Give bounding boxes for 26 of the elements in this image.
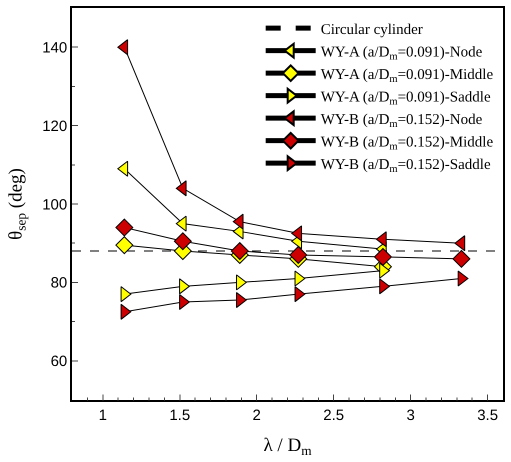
y-tick-label: 80 [50,274,68,292]
x-tick-label: 1 [98,406,107,424]
y-tick-label: 100 [42,196,68,214]
point [289,246,308,264]
point [230,242,249,260]
point [452,250,470,268]
point [374,248,392,266]
legend-label: WY-A (a/D$_{m}$=0.091)-Node [320,44,483,63]
legend-label: WY-A (a/D$_{m}$=0.091)-Saddle [320,90,491,108]
legend-label: Circular cylinder [320,22,423,38]
legend-label: WY-A (a/D$_{m}$=0.091)-Middle [320,67,494,86]
x-tick-label: 1.5 [169,406,190,424]
point [115,236,134,254]
x-tick-label: 3 [406,406,415,424]
legend-label: WY-B (a/D$_{m}$=0.152)-Saddle [320,157,491,176]
legend-label: WY-B (a/D$_{m}$=0.152)-Node [320,112,483,130]
legend-label: WY-B (a/D$_{m}$=0.152)-Middle [320,134,494,153]
y-tick-label: 120 [42,118,68,135]
x-axis-title: λ / D$_{m}$ [263,435,312,458]
y-tick-label: 60 [50,353,68,370]
point [115,218,134,236]
x-tick-label: 2 [252,406,261,424]
point [174,232,192,250]
y-tick-label: 140 [42,39,68,56]
x-tick-label: 3.5 [477,406,498,424]
x-tick-label: 2.5 [323,406,344,424]
